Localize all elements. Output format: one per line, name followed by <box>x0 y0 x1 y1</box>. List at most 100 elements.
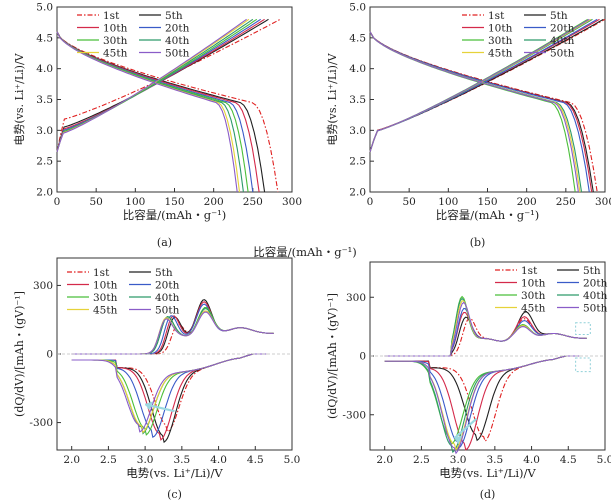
charge-curve-30th <box>56 18 258 153</box>
charge-curve-50th <box>56 18 247 153</box>
legend-label-50th: 50th <box>165 47 190 59</box>
panel-label: (a) <box>157 236 172 249</box>
legend-label-30th: 30th <box>521 290 546 302</box>
x-tick-label: 0 <box>54 196 61 208</box>
y-axis-label: (dQ/dV)/[mAh・(gV)⁻¹] <box>13 291 26 417</box>
panel-label: (c) <box>167 488 182 501</box>
y-tick-label: 3.5 <box>36 94 53 106</box>
x-tick-label: 200 <box>517 196 537 208</box>
y-tick-label: 3.0 <box>36 125 53 137</box>
discharge-curve-30th <box>369 31 576 193</box>
x-tick-label: 150 <box>477 196 497 208</box>
y-tick-label: 3.0 <box>349 125 366 137</box>
x-tick-label: 150 <box>164 196 184 208</box>
x-tick-label: 250 <box>556 196 576 208</box>
legend-label-10th: 10th <box>93 279 118 291</box>
discharge-curve-50th <box>369 31 579 193</box>
y-tick-label: 0 <box>46 349 53 361</box>
discharge-curve-1st <box>56 31 279 193</box>
oxidation-curve-20th <box>384 307 587 357</box>
x-tick-label: 3.5 <box>486 454 503 466</box>
x-tick-label: 3.0 <box>137 454 154 466</box>
oxidation-curve-45th <box>384 300 587 357</box>
y-tick-label: 4.5 <box>349 32 366 44</box>
legend: 1st 5th 10th 20th 30th 40th 45th 50th <box>462 10 575 59</box>
charge-curve-1st <box>56 18 281 153</box>
legend-label-20th: 20th <box>165 22 190 34</box>
legend-label-5th: 5th <box>165 10 183 22</box>
reduction-curve-20th <box>71 353 267 438</box>
y-axis-label: 电势(vs. Li⁺/Li)/V <box>326 52 339 145</box>
reduction-curve-1st <box>71 353 267 433</box>
legend-label-40th: 40th <box>165 35 190 47</box>
x-axis-label: 比容量/(mAh・g⁻¹) <box>123 208 227 222</box>
reduction-curve-40th <box>384 355 580 453</box>
legend-label-50th: 50th <box>155 304 180 316</box>
x-axis-label: 电势(vs. Li⁺/Li)/V <box>126 466 223 480</box>
x-tick-label: 2.0 <box>376 454 393 466</box>
x-tick-label: 300 <box>282 196 302 208</box>
series-group <box>369 18 606 193</box>
y-tick-label: -300 <box>29 417 53 429</box>
legend-label-45th: 45th <box>488 47 513 59</box>
shift-arrow-head <box>145 401 154 411</box>
x-tick-label: 2.5 <box>413 454 430 466</box>
shift-arrow <box>453 417 478 440</box>
panel-label: (d) <box>480 488 496 501</box>
legend-label-1st: 1st <box>521 265 538 277</box>
panel-d: 2.0 2.5 3.0 3.5 4.0 4.5 5.0 -300 0 300 电势(vs. Li⁺/… <box>326 261 611 501</box>
legend-label-30th: 30th <box>488 35 513 47</box>
shared-capacity-label: 比容量/(mAh・g⁻¹) <box>253 245 357 259</box>
oxidation-curve-30th <box>384 295 587 357</box>
oxidation-curve-40th <box>384 297 587 357</box>
legend-label-20th: 20th <box>550 22 575 34</box>
discharge-curve-45th <box>369 31 581 193</box>
panel-c: 2.0 2.5 3.0 3.5 4.0 4.5 5.0 -300 0 300 电势(vs. Li⁺/… <box>13 257 301 501</box>
x-tick-label: 4.5 <box>560 454 577 466</box>
x-tick-label: 4.5 <box>247 454 264 466</box>
y-tick-label: 2.0 <box>36 187 53 199</box>
legend-label-5th: 5th <box>155 267 173 279</box>
x-tick-label: 5.0 <box>284 454 301 466</box>
legend-label-40th: 40th <box>583 290 608 302</box>
x-tick-label: 200 <box>204 196 224 208</box>
x-tick-label: 100 <box>438 196 458 208</box>
charge-curve-50th <box>369 18 590 153</box>
panel-label: (b) <box>470 236 486 249</box>
reduction-curve-1st <box>384 355 580 443</box>
reduction-curve-50th <box>71 353 267 433</box>
y-tick-label: 4.0 <box>349 63 366 75</box>
y-tick-label: 300 <box>33 280 53 292</box>
panel-b: 0 50 100 150 200 250 300 2.0 2.5 3.0 3.5 4.0 4.5 5.0 比… <box>326 2 611 250</box>
highlight-box <box>575 357 591 373</box>
x-tick-label: 2.5 <box>100 454 117 466</box>
x-tick-label: 5.0 <box>597 454 611 466</box>
x-axis-label: 电势(vs. Li⁺/Li)/V <box>439 466 536 480</box>
y-tick-label: 2.5 <box>36 156 53 168</box>
series-group <box>71 299 274 444</box>
legend-label-30th: 30th <box>103 35 128 47</box>
legend-label-40th: 40th <box>550 35 575 47</box>
oxidation-curve-45th <box>71 310 274 355</box>
charge-curve-40th <box>56 18 254 153</box>
x-tick-label: 50 <box>402 196 415 208</box>
highlight-box <box>575 322 591 335</box>
legend-label-20th: 20th <box>155 279 180 291</box>
y-tick-label: 0 <box>359 351 366 363</box>
oxidation-curve-1st <box>71 310 274 355</box>
legend-label-40th: 40th <box>155 292 180 304</box>
legend-label-10th: 10th <box>103 22 128 34</box>
legend-label-50th: 50th <box>583 302 608 314</box>
shift-arrow-head <box>454 435 463 445</box>
legend-label-1st: 1st <box>488 10 505 22</box>
x-tick-label: 3.5 <box>173 454 190 466</box>
reduction-curve-10th <box>384 355 580 451</box>
y-tick-label: 2.5 <box>349 156 366 168</box>
y-axis-label: 电势(vs. Li⁺/Li)/V <box>13 52 26 145</box>
y-tick-label: 3.5 <box>349 94 366 106</box>
y-tick-label: 2.0 <box>349 187 366 199</box>
x-tick-label: 300 <box>595 196 611 208</box>
reduction-curve-50th <box>384 355 580 455</box>
reduction-curve-5th <box>384 355 580 442</box>
